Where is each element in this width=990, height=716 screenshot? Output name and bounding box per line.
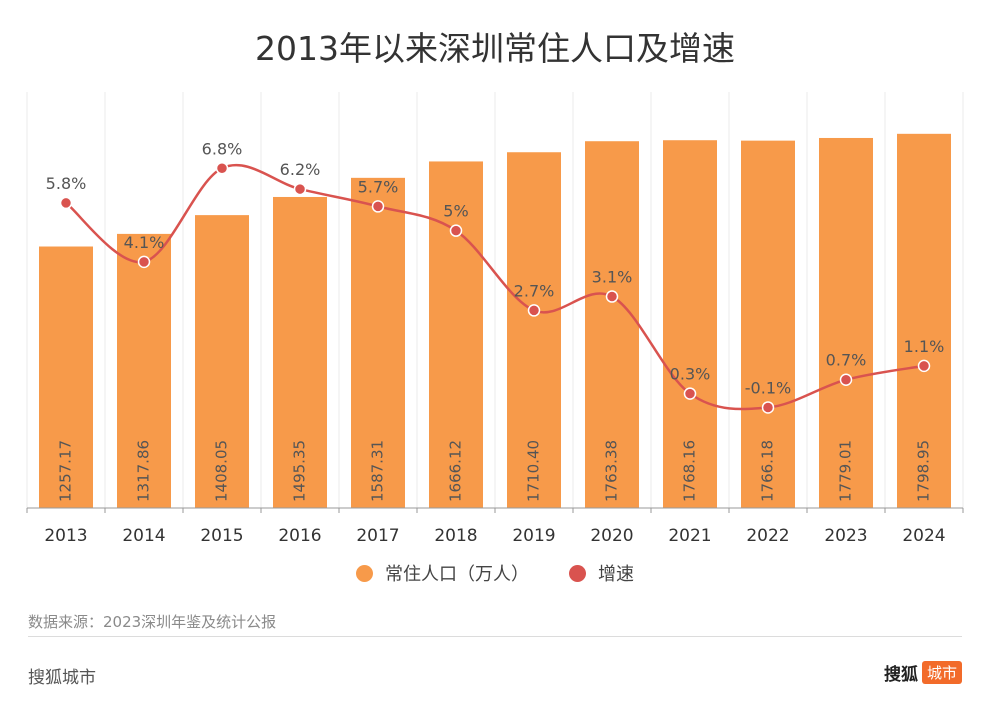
growth-point xyxy=(841,374,852,385)
logo-text: 搜狐 xyxy=(884,660,918,685)
growth-point xyxy=(763,402,774,413)
x-tick-label: 2016 xyxy=(278,526,321,546)
x-tick-label: 2015 xyxy=(200,526,243,546)
bar-value-label: 1587.31 xyxy=(369,440,387,502)
growth-value-label: 6.8% xyxy=(202,139,243,158)
growth-point xyxy=(61,197,72,208)
growth-value-label: 4.1% xyxy=(124,233,165,252)
growth-value-label: 0.3% xyxy=(670,365,711,384)
growth-point xyxy=(685,388,696,399)
growth-point xyxy=(451,225,462,236)
legend-label-population: 常住人口（万人） xyxy=(385,560,529,586)
legend-swatch-population xyxy=(356,565,373,582)
bar-value-label: 1798.95 xyxy=(915,440,933,502)
bar-value-label: 1317.86 xyxy=(135,440,153,502)
x-tick-label: 2022 xyxy=(746,526,789,546)
growth-point xyxy=(373,201,384,212)
bar-value-label: 1766.18 xyxy=(759,440,777,502)
logo-badge: 城市 xyxy=(922,661,962,684)
bar-value-label: 1763.38 xyxy=(603,440,621,502)
bar-value-label: 1495.35 xyxy=(291,440,309,502)
growth-value-label: 5% xyxy=(443,202,468,221)
x-tick-label: 2019 xyxy=(512,526,555,546)
footer-brand: 搜狐城市 xyxy=(28,663,96,688)
chart-area: 1257.17 1317.86 1408.05 1495.35 1587.31 1666.… xyxy=(0,0,990,560)
x-tick-label: 2021 xyxy=(668,526,711,546)
bar-value-label: 1710.40 xyxy=(525,440,543,502)
x-tick-label: 2020 xyxy=(590,526,633,546)
growth-point xyxy=(295,184,306,195)
legend-swatch-growth xyxy=(569,565,586,582)
growth-value-label: 5.8% xyxy=(46,174,87,193)
x-tick-label: 2014 xyxy=(122,526,165,546)
bar-value-label: 1666.12 xyxy=(447,440,465,502)
legend-item-growth[interactable]: 增速 xyxy=(569,560,634,586)
growth-point xyxy=(607,291,618,302)
divider xyxy=(28,636,962,637)
growth-value-label: -0.1% xyxy=(745,378,791,397)
bar-value-label: 1779.01 xyxy=(837,440,855,502)
sohu-city-logo: 搜狐 城市 xyxy=(884,660,962,685)
legend-item-population[interactable]: 常住人口（万人） xyxy=(356,560,529,586)
x-tick-label: 2017 xyxy=(356,526,399,546)
growth-point xyxy=(139,256,150,267)
growth-value-label: 3.1% xyxy=(592,268,633,287)
legend: 常住人口（万人） 增速 xyxy=(0,560,990,586)
growth-value-label: 5.7% xyxy=(358,177,399,196)
growth-value-label: 2.7% xyxy=(514,281,555,300)
x-tick-label: 2013 xyxy=(44,526,87,546)
bar-value-label: 1768.16 xyxy=(681,440,699,502)
bar-value-label: 1257.17 xyxy=(57,440,75,502)
growth-point xyxy=(529,305,540,316)
legend-label-growth: 增速 xyxy=(598,560,634,586)
growth-point xyxy=(217,163,228,174)
bar-value-label: 1408.05 xyxy=(213,440,231,502)
growth-value-label: 0.7% xyxy=(826,351,867,370)
x-tick-label: 2024 xyxy=(902,526,945,546)
x-tick-label: 2023 xyxy=(824,526,867,546)
growth-point xyxy=(919,360,930,371)
x-tick-label: 2018 xyxy=(434,526,477,546)
growth-value-label: 1.1% xyxy=(904,337,945,356)
data-source: 数据来源：2023深圳年鉴及统计公报 xyxy=(28,611,276,632)
growth-value-label: 6.2% xyxy=(280,160,321,179)
